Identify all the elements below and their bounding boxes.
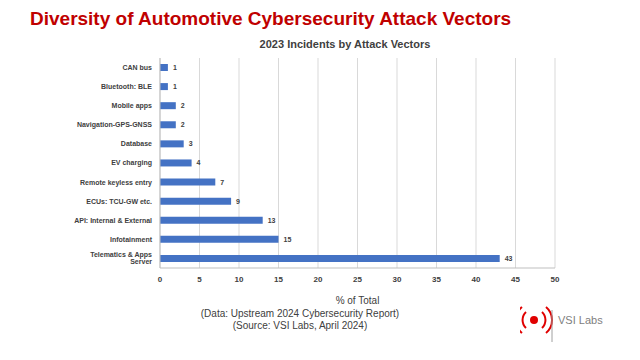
svg-text:7: 7 bbox=[220, 179, 224, 186]
html-text:Diversity of Automotive Cybers: Diversity of Automotive Cybersecurity At… bbox=[30, 8, 512, 29]
svg-text:30: 30 bbox=[393, 275, 402, 284]
svg-text:CAN bus: CAN bus bbox=[122, 64, 152, 71]
svg-text:50: 50 bbox=[551, 275, 560, 284]
svg-text:% of Total: % of Total bbox=[336, 295, 380, 306]
svg-text:API: Internal & External: API: Internal & External bbox=[74, 217, 152, 224]
svg-text:Remote keyless entry: Remote keyless entry bbox=[80, 179, 152, 187]
html-text:(Source: VSI Labs, April 2024): (Source: VSI Labs, April 2024) bbox=[232, 320, 368, 331]
svg-text:43: 43 bbox=[505, 255, 513, 262]
svg-text:2: 2 bbox=[181, 102, 185, 109]
svg-text:15: 15 bbox=[274, 275, 283, 284]
svg-text:ECUs: TCU-GW etc.: ECUs: TCU-GW etc. bbox=[86, 198, 152, 205]
svg-text:Bluetooth: BLE: Bluetooth: BLE bbox=[101, 83, 152, 90]
svg-text:9: 9 bbox=[236, 198, 240, 205]
svg-text:45: 45 bbox=[511, 275, 520, 284]
svg-text:25: 25 bbox=[353, 275, 362, 284]
svg-text:10: 10 bbox=[235, 275, 244, 284]
html-text:2023 Incidents by Attack Vecto: 2023 Incidents by Attack Vectors bbox=[259, 38, 431, 50]
svg-text:20: 20 bbox=[314, 275, 323, 284]
svg-text:1: 1 bbox=[173, 83, 177, 90]
svg-text:4: 4 bbox=[197, 159, 201, 166]
svg-text:40: 40 bbox=[472, 275, 481, 284]
svg-text:35: 35 bbox=[432, 275, 441, 284]
svg-text:3: 3 bbox=[189, 140, 193, 147]
svg-text:13: 13 bbox=[268, 217, 276, 224]
svg-text:Database: Database bbox=[121, 140, 152, 147]
svg-text:2: 2 bbox=[181, 121, 185, 128]
svg-text:Navigation-GPS-GNSS: Navigation-GPS-GNSS bbox=[77, 121, 152, 129]
svg-text:Infotainment: Infotainment bbox=[110, 236, 153, 243]
svg-text:VSI Labs: VSI Labs bbox=[558, 314, 603, 326]
svg-text:1: 1 bbox=[173, 64, 177, 71]
html-text:(Data: Upstream 2024 Cybersecu: (Data: Upstream 2024 Cybersecurity Repor… bbox=[200, 308, 400, 319]
svg-text:15: 15 bbox=[284, 236, 292, 243]
svg-text:5: 5 bbox=[197, 275, 202, 284]
svg-text:0: 0 bbox=[158, 275, 163, 284]
svg-text:Mobile apps: Mobile apps bbox=[112, 102, 153, 110]
svg-text:EV charging: EV charging bbox=[111, 159, 152, 167]
svg-text:Telematics & AppsServer: Telematics & AppsServer bbox=[90, 251, 152, 265]
